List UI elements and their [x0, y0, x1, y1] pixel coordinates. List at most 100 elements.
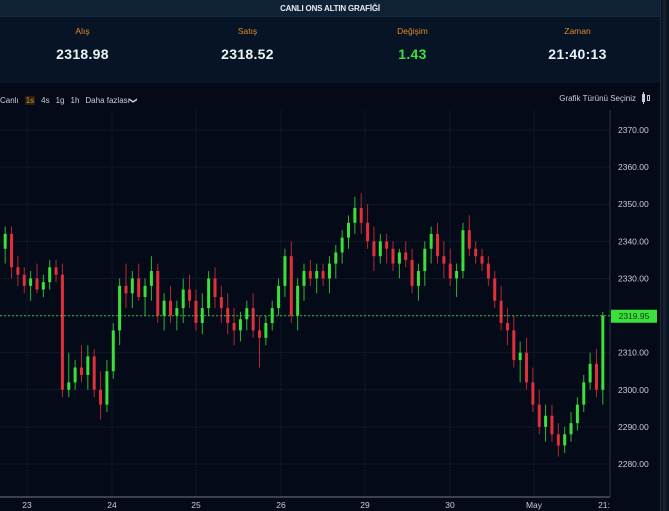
candle-body	[321, 271, 325, 279]
chart-type-selector[interactable]: Grafik Türünü Seçiniz	[559, 92, 651, 104]
title-bar: CANLI ONS ALTIN GRAFİĞİ	[0, 0, 660, 17]
candle-body	[474, 248, 478, 257]
x-tick-label: 26	[276, 500, 286, 510]
interval-1g[interactable]: 1g	[55, 95, 65, 105]
stat-label: Alış	[75, 26, 90, 36]
candle-body	[143, 285, 147, 297]
candle-body	[124, 285, 128, 294]
candle-body	[48, 267, 52, 283]
candle-body	[41, 282, 45, 290]
candle-body	[486, 263, 490, 279]
candle-body	[99, 389, 103, 405]
candle-body	[448, 263, 452, 279]
candle-body	[168, 300, 172, 316]
candle-body	[3, 233, 7, 249]
candle-body	[569, 423, 573, 435]
candle-body	[105, 371, 109, 405]
stat-label: Değişim	[397, 26, 428, 36]
candle-body	[366, 222, 370, 242]
candle-body	[86, 356, 90, 375]
candle-body	[493, 278, 497, 301]
candle-body	[429, 233, 433, 249]
candle-body	[245, 308, 249, 320]
x-tick-label: 30	[445, 500, 455, 510]
candle-body	[550, 415, 554, 435]
candle-body	[130, 278, 134, 294]
candle-body	[359, 207, 363, 223]
candle-body	[594, 363, 598, 390]
candle-body	[378, 241, 382, 257]
candle-body	[563, 434, 567, 446]
candle-body	[601, 315, 605, 390]
stat-bid: Alış 2318.98	[0, 17, 165, 83]
candle-body	[442, 256, 446, 264]
y-tick-label: 2280.00	[618, 459, 649, 469]
candle-body	[207, 278, 211, 309]
candle-body	[505, 322, 509, 331]
candle-body	[264, 322, 268, 338]
candle-body	[137, 278, 141, 297]
stat-value: 2318.98	[56, 46, 109, 62]
candle-body	[423, 248, 427, 272]
candle-body	[556, 434, 560, 446]
x-tick-label: 23	[22, 500, 32, 510]
interval-1h[interactable]: 1h	[70, 95, 80, 105]
candle-body	[238, 319, 242, 331]
candle-body	[232, 322, 236, 331]
candle-body	[175, 308, 179, 316]
candle-body	[404, 252, 408, 260]
candle-body	[327, 263, 331, 279]
candle-body	[79, 367, 83, 375]
y-tick-label: 2330.00	[618, 273, 649, 283]
y-tick-label: 2310.00	[618, 348, 649, 358]
y-tick-label: 2300.00	[618, 385, 649, 395]
candle-body	[347, 222, 351, 238]
candle-body	[118, 285, 122, 331]
candle-body	[467, 230, 471, 249]
candle-body	[149, 271, 153, 286]
scrollbar-thumb[interactable]	[663, 0, 666, 511]
stat-value: 21:40:13	[548, 46, 607, 62]
stat-ask: Satış 2318.52	[165, 17, 330, 83]
stat-label: Satış	[237, 26, 258, 36]
candle-body	[410, 259, 414, 286]
candle-body	[188, 289, 192, 301]
y-tick-label: 2350.00	[618, 199, 649, 209]
x-tick-label: May	[526, 500, 543, 510]
candle-body	[73, 367, 77, 383]
candle-body	[156, 271, 160, 316]
page-title: CANLI ONS ALTIN GRAFİĞİ	[280, 3, 380, 13]
candle-body	[537, 404, 541, 427]
candle-body	[544, 415, 548, 427]
interval-4s[interactable]: 4s	[41, 95, 50, 105]
more-label: Daha fazlası	[85, 95, 130, 105]
candle-body	[531, 382, 535, 405]
candle-body	[372, 241, 376, 257]
scrollbar[interactable]	[660, 0, 669, 511]
candle-body	[499, 300, 503, 323]
candle-body	[22, 274, 26, 286]
candle-body	[251, 308, 255, 331]
candlestick-chart[interactable]: 2370.002360.002350.002340.002330.002320.…	[0, 110, 660, 511]
candle-body	[302, 271, 306, 286]
candle-body	[315, 271, 319, 279]
stat-label: Zaman	[564, 26, 591, 36]
candle-body	[194, 300, 198, 323]
candle-body	[92, 356, 96, 390]
candlestick-icon	[641, 92, 651, 104]
more-intervals-button[interactable]: Daha fazlası ❯	[85, 95, 138, 105]
candle-body	[213, 278, 217, 297]
interval-1s[interactable]: 1s	[24, 95, 36, 105]
candle-body	[575, 404, 579, 424]
y-tick-label: 2340.00	[618, 236, 649, 246]
candle-body	[16, 267, 20, 275]
candle-body	[111, 330, 115, 372]
candle-body	[296, 285, 300, 316]
candle-body	[340, 237, 344, 253]
candle-body	[512, 330, 516, 361]
x-tick-label: 25	[191, 500, 201, 510]
candle-body	[60, 274, 64, 390]
candle-body	[397, 252, 401, 264]
candle-body	[283, 256, 287, 286]
candle-body	[200, 308, 204, 323]
